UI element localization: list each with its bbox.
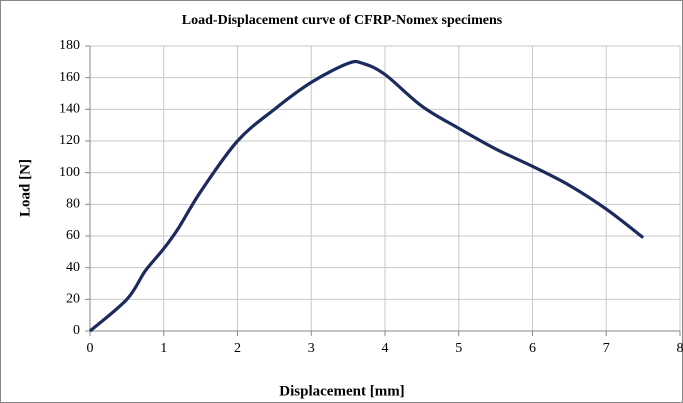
y-tick-label: 60: [66, 228, 80, 243]
y-tick-label: 160: [59, 70, 80, 85]
x-tick-label: 1: [160, 341, 167, 356]
chart-title: Load-Displacement curve of CFRP-Nomex sp…: [182, 13, 503, 28]
y-tick-label: 180: [59, 38, 80, 53]
x-tick-label: 7: [603, 341, 610, 356]
grid: 0 20 40 60 80 100 120 140 160 180 0 1 2 3 4 5 6 7 8: [59, 38, 683, 356]
y-tick-label: 140: [59, 102, 80, 117]
x-tick-label: 0: [87, 341, 94, 356]
y-tick-label: 0: [73, 323, 80, 338]
x-axis-label: Displacement [mm]: [279, 383, 404, 399]
x-tick-label: 3: [308, 341, 315, 356]
plot: [88, 59, 645, 333]
x-tick-label: 2: [234, 341, 241, 356]
y-tick-label: 100: [59, 165, 80, 180]
y-tick-label: 120: [59, 133, 80, 148]
x-tick-label: 4: [382, 341, 389, 356]
x-tick-label: 8: [677, 341, 683, 356]
x-tick-label: 6: [529, 341, 536, 356]
data-line: [88, 59, 645, 333]
y-tick-label: 80: [66, 197, 80, 212]
y-axis-label: Load [N]: [17, 159, 33, 217]
y-tick-label: 40: [66, 260, 80, 275]
y-tick-label: 20: [66, 292, 80, 307]
x-tick-label: 5: [455, 341, 462, 356]
